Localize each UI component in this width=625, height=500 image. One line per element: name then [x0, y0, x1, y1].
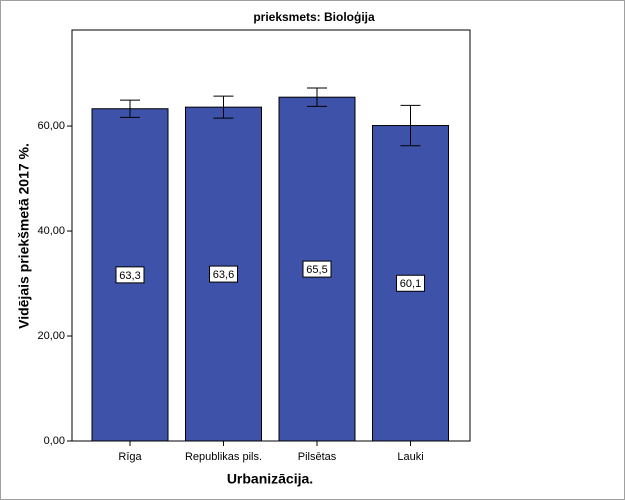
value-label-box [115, 266, 145, 284]
value-label-box [209, 265, 238, 283]
y-tick-label: 0,00 [44, 435, 65, 447]
x-tick-label: Rīga [118, 451, 142, 463]
value-label: 63,6 [213, 269, 234, 281]
value-label-box [396, 274, 425, 292]
chart-title: prieksmets: Bioloģija [253, 10, 375, 24]
value-label: 60,1 [400, 278, 421, 290]
x-tick-label: Republikas pils. [185, 451, 262, 463]
y-tick-label: 40,00 [37, 225, 65, 237]
y-tick-label: 60,00 [37, 120, 65, 132]
value-label: 65,5 [306, 264, 327, 276]
x-tick-label: Lauki [397, 451, 423, 463]
x-tick-label: Pilsētas [298, 451, 337, 463]
x-axis-title: Urbanizācija. [227, 471, 313, 487]
value-label: 63,3 [119, 270, 140, 282]
value-label-box [302, 260, 332, 278]
y-tick-label: 20,00 [37, 330, 65, 342]
y-axis-title: Vidējais priekšmetā 2017 %. [16, 143, 32, 329]
